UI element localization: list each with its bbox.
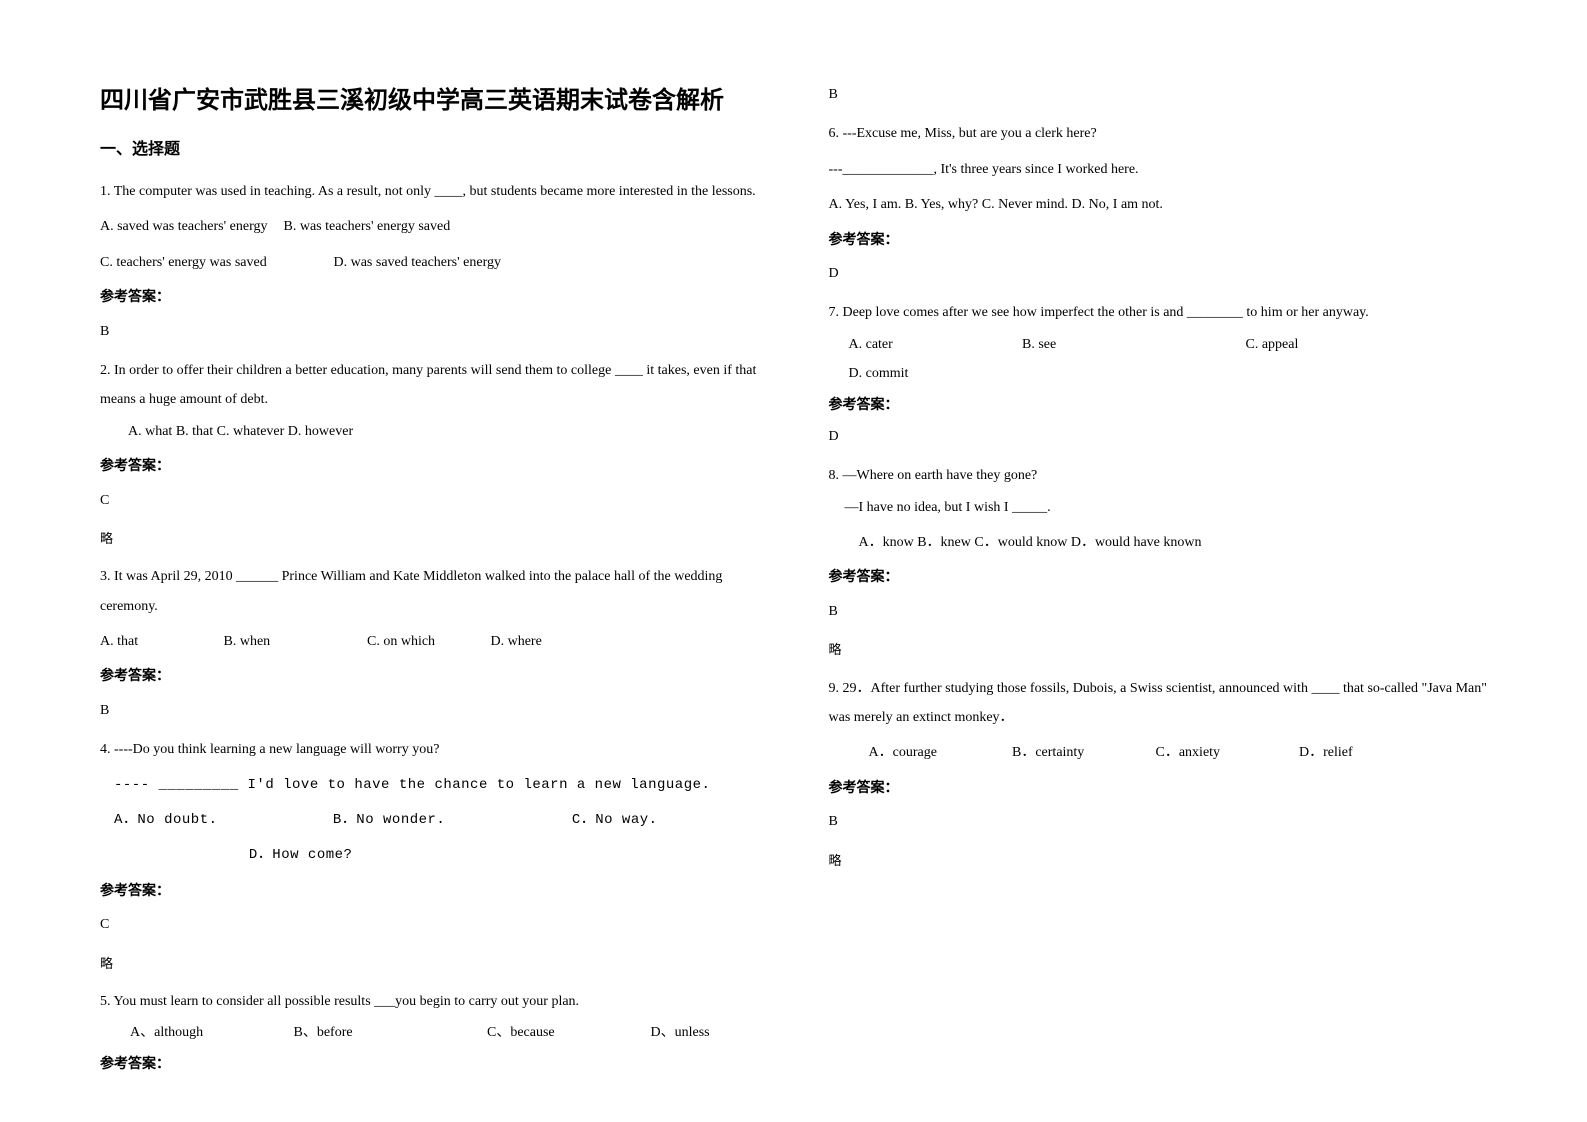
- q6-text: 6. ---Excuse me, Miss, but are you a cle…: [829, 119, 1488, 148]
- q8-ans: B: [829, 597, 1488, 626]
- exam-page: 四川省广安市武胜县三溪初级中学高三英语期末试卷含解析 一、选择题 1. The …: [100, 80, 1487, 1082]
- q9-opt-d: D．relief: [1299, 738, 1353, 767]
- q4-ans: C: [100, 910, 759, 939]
- q3-ans: B: [100, 696, 759, 725]
- q4-line2: ---- _________ I'd love to have the chan…: [100, 771, 759, 800]
- q3-opt-b: B. when: [224, 627, 364, 656]
- q7-text: 7. Deep love comes after we see how impe…: [829, 298, 1488, 327]
- q5-opt-d: D、unless: [651, 1018, 710, 1047]
- q4-text: 4. ----Do you think learning a new langu…: [100, 735, 759, 764]
- q3-text: 3. It was April 29, 2010 ______ Prince W…: [100, 562, 759, 621]
- q6-line2: ---_____________, It's three years since…: [829, 155, 1488, 184]
- q1-opts-row2: C. teachers' energy was saved D. was sav…: [100, 248, 759, 277]
- q3-ans-label: 参考答案：: [100, 662, 759, 691]
- q4-note: 略: [100, 950, 759, 977]
- q7-opt-b: B. see: [1022, 330, 1242, 359]
- q4-opt-c: C．No way.: [572, 806, 658, 835]
- q9-ans-label: 参考答案：: [829, 774, 1488, 803]
- q4-opts-row2: D．How come?: [100, 841, 759, 870]
- q5-opt-b: B、before: [294, 1018, 484, 1047]
- q5-opts: A、although B、before C、because D、unless: [100, 1018, 759, 1047]
- q9-opt-a: A．courage: [869, 738, 1009, 767]
- q9-opts: A．courage B．certainty C．anxiety D．relief: [829, 738, 1488, 767]
- q8-note: 略: [829, 636, 1488, 663]
- q5-ans-label: 参考答案：: [100, 1050, 759, 1079]
- q2-note: 略: [100, 525, 759, 552]
- q1-opts-row1: A. saved was teachers' energy B. was tea…: [100, 212, 759, 241]
- q6-ans-label: 参考答案：: [829, 226, 1488, 255]
- q1-ans-label: 参考答案：: [100, 283, 759, 312]
- q4-opt-a: A．No doubt.: [114, 806, 324, 835]
- q7-opt-a: A. cater: [849, 330, 1019, 359]
- q1-opt-a: A. saved was teachers' energy: [100, 212, 280, 241]
- q9-note: 略: [829, 847, 1488, 874]
- exam-title: 四川省广安市武胜县三溪初级中学高三英语期末试卷含解析: [100, 80, 759, 115]
- q7-opt-c: C. appeal: [1246, 330, 1481, 359]
- q9-ans: B: [829, 807, 1488, 836]
- q4-opt-d: D．How come?: [249, 841, 353, 870]
- q1-ans: B: [100, 317, 759, 346]
- q8-opts: A．know B．knew C．would know D．would have …: [829, 528, 1488, 557]
- q8-ans-label: 参考答案：: [829, 563, 1488, 592]
- q7-ans: D: [829, 422, 1488, 451]
- q3-opt-a: A. that: [100, 627, 220, 656]
- q6-ans: D: [829, 259, 1488, 288]
- q3-opts: A. that B. when C. on which D. where: [100, 627, 759, 656]
- q9-text: 9. 29．After further studying those fossi…: [829, 674, 1488, 733]
- q9-opt-c: C．anxiety: [1156, 738, 1296, 767]
- q5-opt-a: A、although: [130, 1018, 290, 1047]
- q7-opts: A. cater B. see C. appeal D. commit: [829, 330, 1488, 389]
- q2-opts: A. what B. that C. whatever D. however: [100, 417, 759, 446]
- q6-opts: A. Yes, I am. B. Yes, why? C. Never mind…: [829, 190, 1488, 219]
- q3-opt-c: C. on which: [367, 627, 487, 656]
- q4-opts-row1: A．No doubt. B．No wonder. C．No way.: [100, 806, 759, 835]
- q3-opt-d: D. where: [491, 627, 542, 656]
- q1-opt-b: B. was teachers' energy saved: [284, 212, 451, 241]
- q1-opt-c: C. teachers' energy was saved: [100, 248, 330, 277]
- q1-opt-d: D. was saved teachers' energy: [334, 248, 501, 277]
- q5-opt-c: C、because: [487, 1018, 647, 1047]
- q2-ans-label: 参考答案：: [100, 452, 759, 481]
- q5-text: 5. You must learn to consider all possib…: [100, 987, 759, 1016]
- q4-opt-b: B．No wonder.: [333, 806, 563, 835]
- q2-ans: C: [100, 486, 759, 515]
- q1-text: 1. The computer was used in teaching. As…: [100, 177, 759, 206]
- q7-opt-d: D. commit: [849, 359, 909, 388]
- q8-line2: —I have no idea, but I wish I _____.: [829, 493, 1488, 522]
- q2-text: 2. In order to offer their children a be…: [100, 356, 759, 415]
- q7-ans-label: 参考答案：: [829, 391, 1488, 420]
- section-heading: 一、选择题: [100, 135, 759, 159]
- q4-ans-label: 参考答案：: [100, 877, 759, 906]
- q8-text: 8. —Where on earth have they gone?: [829, 461, 1488, 490]
- q5-ans: B: [829, 80, 1488, 109]
- q9-opt-b: B．certainty: [1012, 738, 1152, 767]
